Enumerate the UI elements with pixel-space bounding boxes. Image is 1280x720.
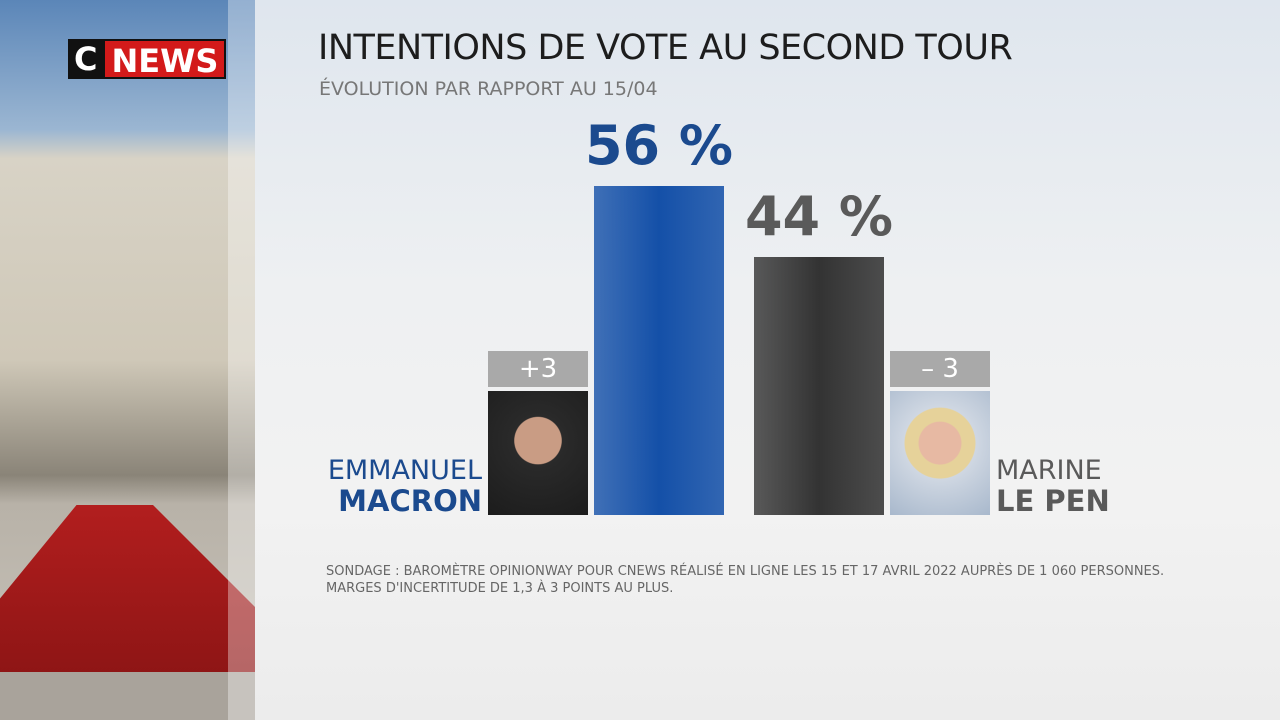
change-box bbox=[488, 351, 588, 387]
first-name: MARINE bbox=[996, 455, 1102, 486]
gravel bbox=[0, 672, 255, 720]
change-label: – 3 bbox=[921, 354, 959, 384]
change-label: +3 bbox=[518, 354, 558, 384]
logo: C NEWS bbox=[68, 39, 227, 80]
footnote: SONDAGE : BAROMÈTRE OPINIONWAY POUR CNEW… bbox=[326, 564, 1165, 596]
bar bbox=[594, 186, 724, 515]
change-box bbox=[890, 351, 990, 387]
value-label: 56 % bbox=[584, 114, 734, 177]
first-name: EMMANUEL bbox=[327, 455, 482, 486]
last-name: LE PEN bbox=[996, 484, 1110, 518]
divider bbox=[228, 0, 255, 720]
chart-subtitle: ÉVOLUTION PAR RAPPORT AU 15/04 bbox=[319, 78, 658, 100]
bar bbox=[754, 256, 884, 515]
chart-title: INTENTIONS DE VOTE AU SECOND TOUR bbox=[318, 28, 1013, 68]
value-label: 44 % bbox=[744, 184, 894, 248]
last-name: MACRON bbox=[338, 484, 482, 518]
logo-c: C bbox=[68, 39, 104, 79]
portrait bbox=[890, 391, 990, 515]
portrait bbox=[488, 391, 588, 515]
logo-news: NEWS bbox=[103, 39, 227, 80]
